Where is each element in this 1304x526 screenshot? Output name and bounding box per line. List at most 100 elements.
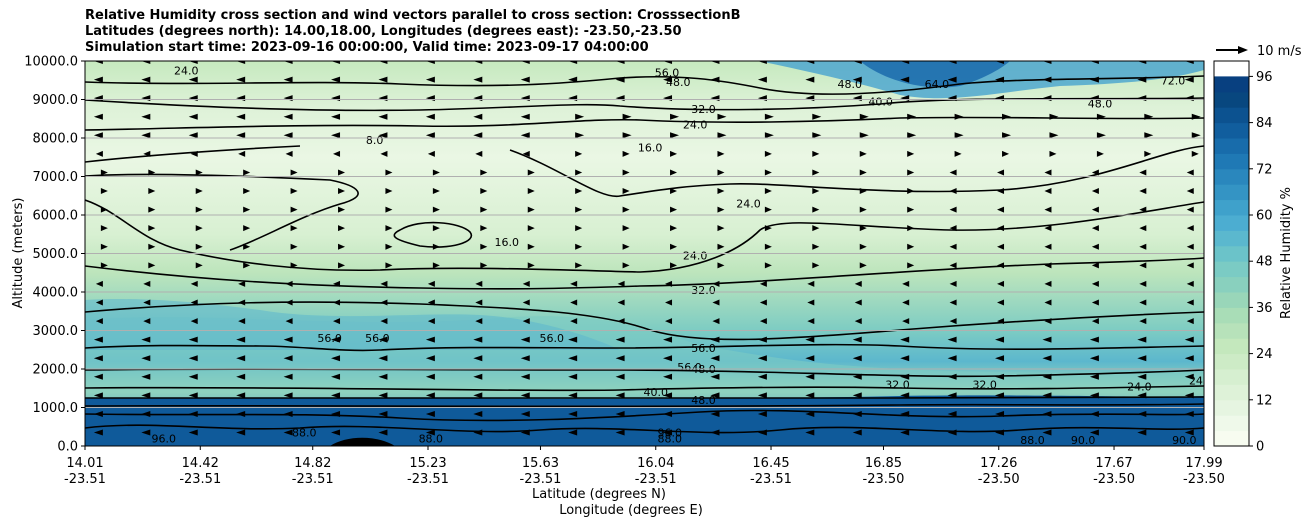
wind-vector	[285, 299, 293, 306]
wind-vector	[378, 336, 388, 343]
wind-vector	[1137, 76, 1147, 83]
wind-vector	[1139, 225, 1147, 232]
wind-vector	[1137, 355, 1147, 362]
wind-vector	[480, 206, 488, 213]
wind-vector	[1042, 336, 1052, 343]
wind-vector	[900, 429, 910, 436]
wind-vector	[949, 243, 957, 250]
contour-label: 8.0	[366, 134, 384, 147]
wind-vector	[188, 61, 198, 64]
wind-vector	[568, 392, 578, 399]
x-tick-label-lon: -23.50	[863, 472, 905, 487]
wind-vector	[290, 243, 298, 250]
contour-label: 56.0	[365, 332, 390, 345]
wind-vector	[717, 243, 725, 250]
wind-vector	[949, 225, 957, 232]
wind-vector	[473, 132, 483, 139]
wind-vector	[712, 280, 720, 287]
wind-vector	[807, 318, 815, 325]
y-tick-label: 5000.0	[33, 247, 79, 262]
wind-vector	[568, 373, 578, 380]
wind-vector	[378, 76, 388, 83]
wind-vector	[473, 336, 483, 343]
wind-vector	[622, 169, 630, 176]
wind-vector	[475, 280, 483, 287]
wind-vector	[1137, 373, 1147, 380]
wind-vector	[568, 76, 578, 83]
wind-vector	[475, 299, 483, 306]
wind-vector	[385, 188, 393, 195]
wind-vector	[757, 410, 767, 417]
wind-vector	[1089, 373, 1099, 380]
y-tick-label: 7000.0	[33, 170, 79, 185]
wind-vector	[1184, 355, 1194, 362]
wind-vector	[143, 318, 151, 325]
wind-vector	[100, 206, 108, 213]
wind-vector	[568, 336, 578, 343]
wind-vector	[141, 132, 151, 139]
y-tick-label: 3000.0	[33, 324, 79, 339]
contour-label: 40.0	[643, 386, 668, 399]
wind-vector	[385, 225, 393, 232]
wind-vector	[333, 299, 341, 306]
wind-vector	[188, 392, 198, 399]
wind-vector	[764, 188, 772, 195]
wind-vector	[148, 243, 156, 250]
wind-vector	[717, 188, 725, 195]
wind-vector	[764, 262, 772, 269]
wind-vector	[283, 355, 293, 362]
wind-vector	[805, 373, 815, 380]
wind-vector	[568, 355, 578, 362]
wind-vector	[764, 206, 772, 213]
wind-vector	[907, 225, 915, 232]
colorbar-tick-label: 12	[1256, 393, 1273, 408]
contour-label: 32.0	[691, 103, 716, 116]
wind-vector	[188, 355, 198, 362]
wind-vector	[622, 225, 630, 232]
wind-vector	[1049, 132, 1059, 139]
wind-vector	[615, 373, 625, 380]
y-tick-label: 2000.0	[33, 363, 79, 378]
contour-label: 24.0	[736, 197, 761, 210]
wind-vector	[710, 355, 720, 362]
wind-vector	[1089, 76, 1099, 83]
wind-vector	[520, 76, 530, 83]
wind-vector	[764, 243, 772, 250]
x-tick-label-lat: 17.99	[1185, 456, 1222, 471]
wind-vector	[995, 373, 1005, 380]
wind-vector	[1184, 392, 1194, 399]
wind-vector	[1191, 113, 1201, 120]
x-tick-label-lon: -23.51	[292, 472, 334, 487]
x-tick-label-lat: 16.85	[865, 456, 902, 471]
wind-vector	[1089, 410, 1099, 417]
wind-vector	[670, 206, 678, 213]
wind-vector	[473, 76, 483, 83]
wind-vector	[427, 280, 435, 287]
wind-vector	[807, 299, 815, 306]
wind-vector	[764, 225, 772, 232]
wind-vector	[622, 243, 630, 250]
colorbar-segment	[1214, 168, 1249, 185]
wind-vector	[670, 113, 680, 120]
wind-vector	[380, 299, 388, 306]
colorbar-segment	[1214, 215, 1249, 231]
x-tick-label-lat: 17.67	[1095, 456, 1132, 471]
wind-vector	[764, 169, 772, 176]
wind-vector	[236, 76, 246, 83]
colorbar-segment	[1214, 399, 1249, 416]
wind-vector	[665, 280, 673, 287]
wind-vector	[338, 225, 346, 232]
wind-vector	[764, 150, 772, 157]
wind-vector	[947, 61, 957, 64]
wind-vector	[812, 113, 822, 120]
wind-vector	[190, 280, 198, 287]
wind-vector	[285, 150, 293, 157]
wind-vector	[949, 299, 957, 306]
wind-vector	[854, 318, 862, 325]
wind-vector	[947, 336, 957, 343]
wind-vector	[712, 299, 720, 306]
wind-vector	[522, 280, 530, 287]
wind-vector	[570, 280, 578, 287]
y-tick-label: 8000.0	[33, 132, 79, 147]
wind-vector	[480, 262, 488, 269]
